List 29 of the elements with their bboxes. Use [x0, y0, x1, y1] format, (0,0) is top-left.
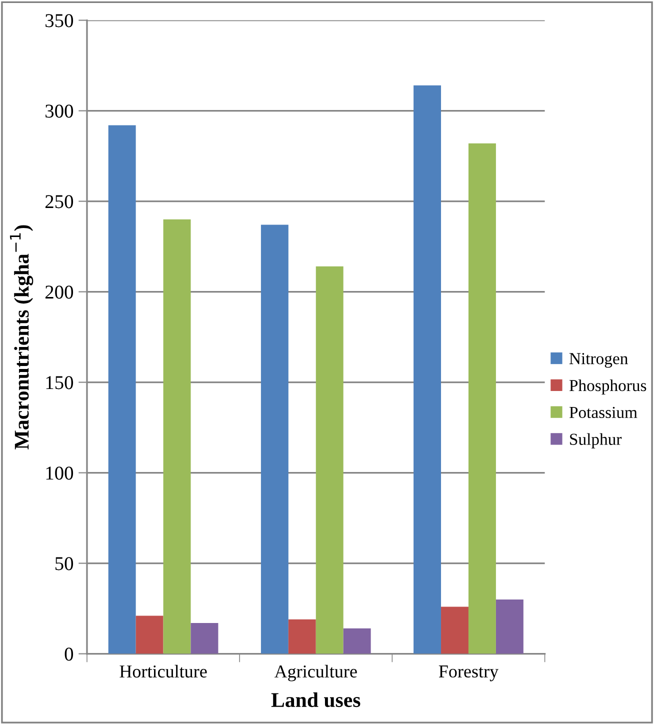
- y-tick-label: 200: [45, 286, 74, 299]
- y-tick-label: 350: [46, 14, 74, 28]
- y-tick-label: 300: [46, 104, 74, 118]
- y-tick-label: 250: [45, 195, 74, 208]
- bar: [190, 623, 218, 654]
- x-tick-label: Agriculture: [274, 664, 357, 682]
- x-axis-title: Land uses: [271, 692, 360, 708]
- x-tick-label: Horticulture: [120, 664, 207, 678]
- y-tick-label: 150: [46, 376, 74, 390]
- x-tick-label: Forestry: [438, 666, 498, 682]
- y-tick-label: 100: [46, 466, 74, 480]
- y-tick-label: 0: [64, 648, 74, 661]
- bar: [343, 628, 371, 654]
- bar: [260, 224, 288, 654]
- y-tick-label: 50: [55, 557, 74, 570]
- bar: [496, 599, 524, 654]
- bar: [108, 125, 136, 654]
- bar: [468, 143, 496, 654]
- y-axis-title: Macronutrients (kgha$^{−1}$): [10, 225, 34, 450]
- bar: [288, 619, 316, 654]
- legend-label: Sulphur: [570, 433, 622, 448]
- bar: [414, 85, 442, 654]
- bar: [163, 219, 191, 654]
- legend-label: Phosphorus: [569, 379, 646, 395]
- legend-label: Potassium: [569, 406, 638, 418]
- bar: [441, 606, 468, 654]
- legend-label: Nitrogen: [569, 353, 628, 368]
- bar: [316, 266, 344, 654]
- bar: [136, 616, 164, 654]
